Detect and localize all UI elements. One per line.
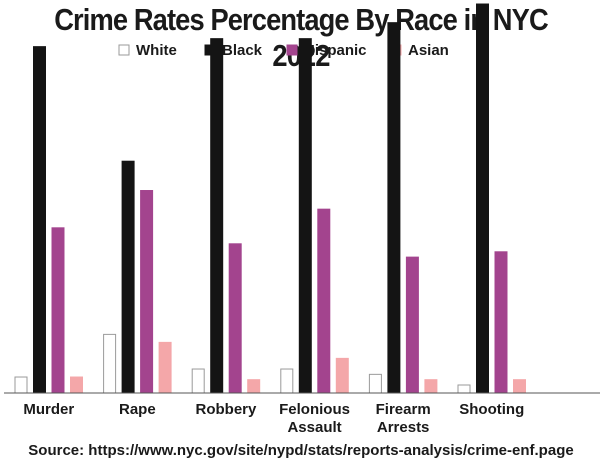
- bar-shooting-hispanic: [494, 251, 508, 394]
- bar-robbery-white: [191, 368, 205, 394]
- legend-label-black: Black: [222, 42, 263, 59]
- x-tick-labels: Murder Rape Robbery Felonious Assault Firearm…: [23, 401, 524, 436]
- bar-shooting-black: [476, 3, 489, 394]
- bar-felonious-assault-asian: [335, 357, 349, 394]
- bar-murder-white: [14, 376, 28, 394]
- bar-rape-asian: [158, 341, 172, 394]
- bar-murder-asian: [70, 376, 83, 394]
- source-note: Source: https://www.nyc.gov/site/nypd/st…: [28, 442, 574, 459]
- legend: White Black Hispanic Asian: [118, 42, 449, 59]
- bar-robbery-black: [210, 38, 224, 394]
- legend-swatch-hispanic: [286, 44, 298, 56]
- legend-swatch-white: [118, 44, 130, 56]
- bar-rape-hispanic: [140, 190, 154, 394]
- bars-group: [14, 3, 526, 394]
- chart-title: Crime Rates Percentage By Race in NYC 20…: [54, 2, 548, 73]
- bar-firearm-arrests-black: [387, 22, 401, 394]
- bar-robbery-hispanic: [228, 243, 242, 394]
- legend-label-hispanic: Hispanic: [304, 42, 367, 59]
- x-tick-label-shooting: Shooting: [459, 401, 524, 418]
- bar-shooting-asian: [513, 379, 526, 394]
- bar-firearm-arrests-white: [368, 373, 382, 394]
- x-tick-label-murder: Murder: [23, 401, 74, 418]
- bar-felonious-assault-hispanic: [317, 208, 331, 394]
- bar-robbery-asian: [247, 379, 261, 394]
- bar-firearm-arrests-hispanic: [405, 256, 419, 394]
- bar-murder-black: [33, 46, 46, 394]
- bar-firearm-arrests-asian: [424, 379, 438, 394]
- x-tick-label-robbery: Robbery: [196, 401, 258, 418]
- bar-felonious-assault-black: [298, 38, 312, 394]
- legend-label-asian: Asian: [408, 42, 449, 59]
- x-tick-label-firearm-arrests: Firearm Arrests: [376, 401, 431, 436]
- bar-rape-white: [103, 333, 117, 394]
- x-tick-label-rape: Rape: [119, 401, 156, 418]
- bar-felonious-assault-white: [280, 368, 294, 394]
- bar-murder-hispanic: [51, 227, 65, 394]
- bar-rape-black: [121, 160, 135, 394]
- x-tick-label-felonious-assault: Felonious Assault: [279, 401, 350, 436]
- legend-label-white: White: [136, 42, 177, 59]
- bar-shooting-white: [457, 384, 471, 394]
